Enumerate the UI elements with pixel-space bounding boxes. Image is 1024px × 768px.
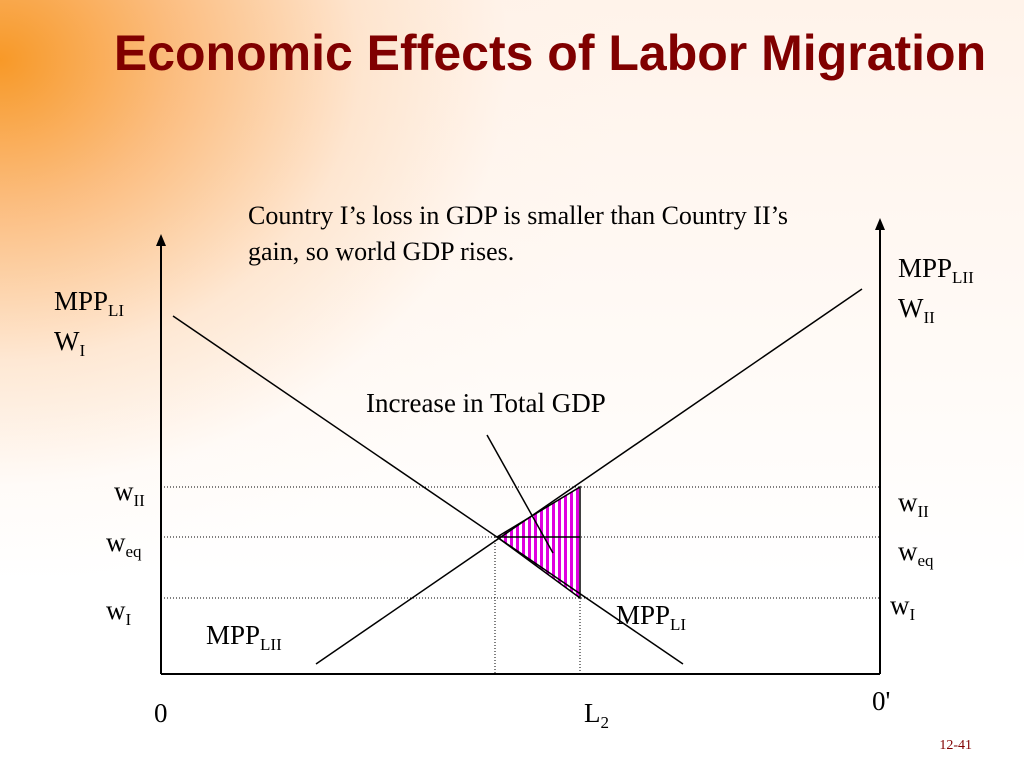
slide-number: 12-41 bbox=[939, 738, 972, 753]
left-origin-label: 0 bbox=[154, 698, 168, 728]
right-w-i-label: wI bbox=[890, 590, 916, 624]
right-axis-mpp-label: MPPLII bbox=[898, 253, 974, 287]
slide-title: Economic Effects of Labor Migration bbox=[113, 25, 987, 81]
mpp-li-curve-label: MPPLI bbox=[616, 600, 687, 634]
right-w-ii-label: wII bbox=[898, 487, 929, 521]
annotation-pointer bbox=[486, 434, 554, 554]
diagram-caption: Country I’s loss in GDP is smaller than … bbox=[248, 201, 788, 266]
left-axis-arrowhead bbox=[156, 234, 166, 246]
right-origin-label: 0' bbox=[872, 686, 891, 716]
increase-gdp-annotation: Increase in Total GDP bbox=[366, 388, 606, 418]
gdp-gain-triangle bbox=[495, 485, 581, 600]
mpp-li-curve bbox=[172, 315, 684, 665]
left-w-i-label: wI bbox=[106, 595, 132, 629]
left-axis-w-label: WI bbox=[54, 326, 86, 360]
right-axis-w-label: WII bbox=[898, 293, 935, 327]
mpp-lii-curve-label: MPPLII bbox=[206, 620, 282, 654]
right-w-eq-label: weq bbox=[898, 536, 934, 570]
l2-label: L2 bbox=[584, 698, 609, 732]
left-axis-mpp-label: MPPLI bbox=[54, 286, 125, 320]
left-w-eq-label: weq bbox=[106, 527, 142, 561]
right-axis-arrowhead bbox=[875, 218, 885, 230]
left-w-ii-label: wII bbox=[114, 476, 145, 510]
mpp-lii-curve bbox=[315, 288, 863, 665]
